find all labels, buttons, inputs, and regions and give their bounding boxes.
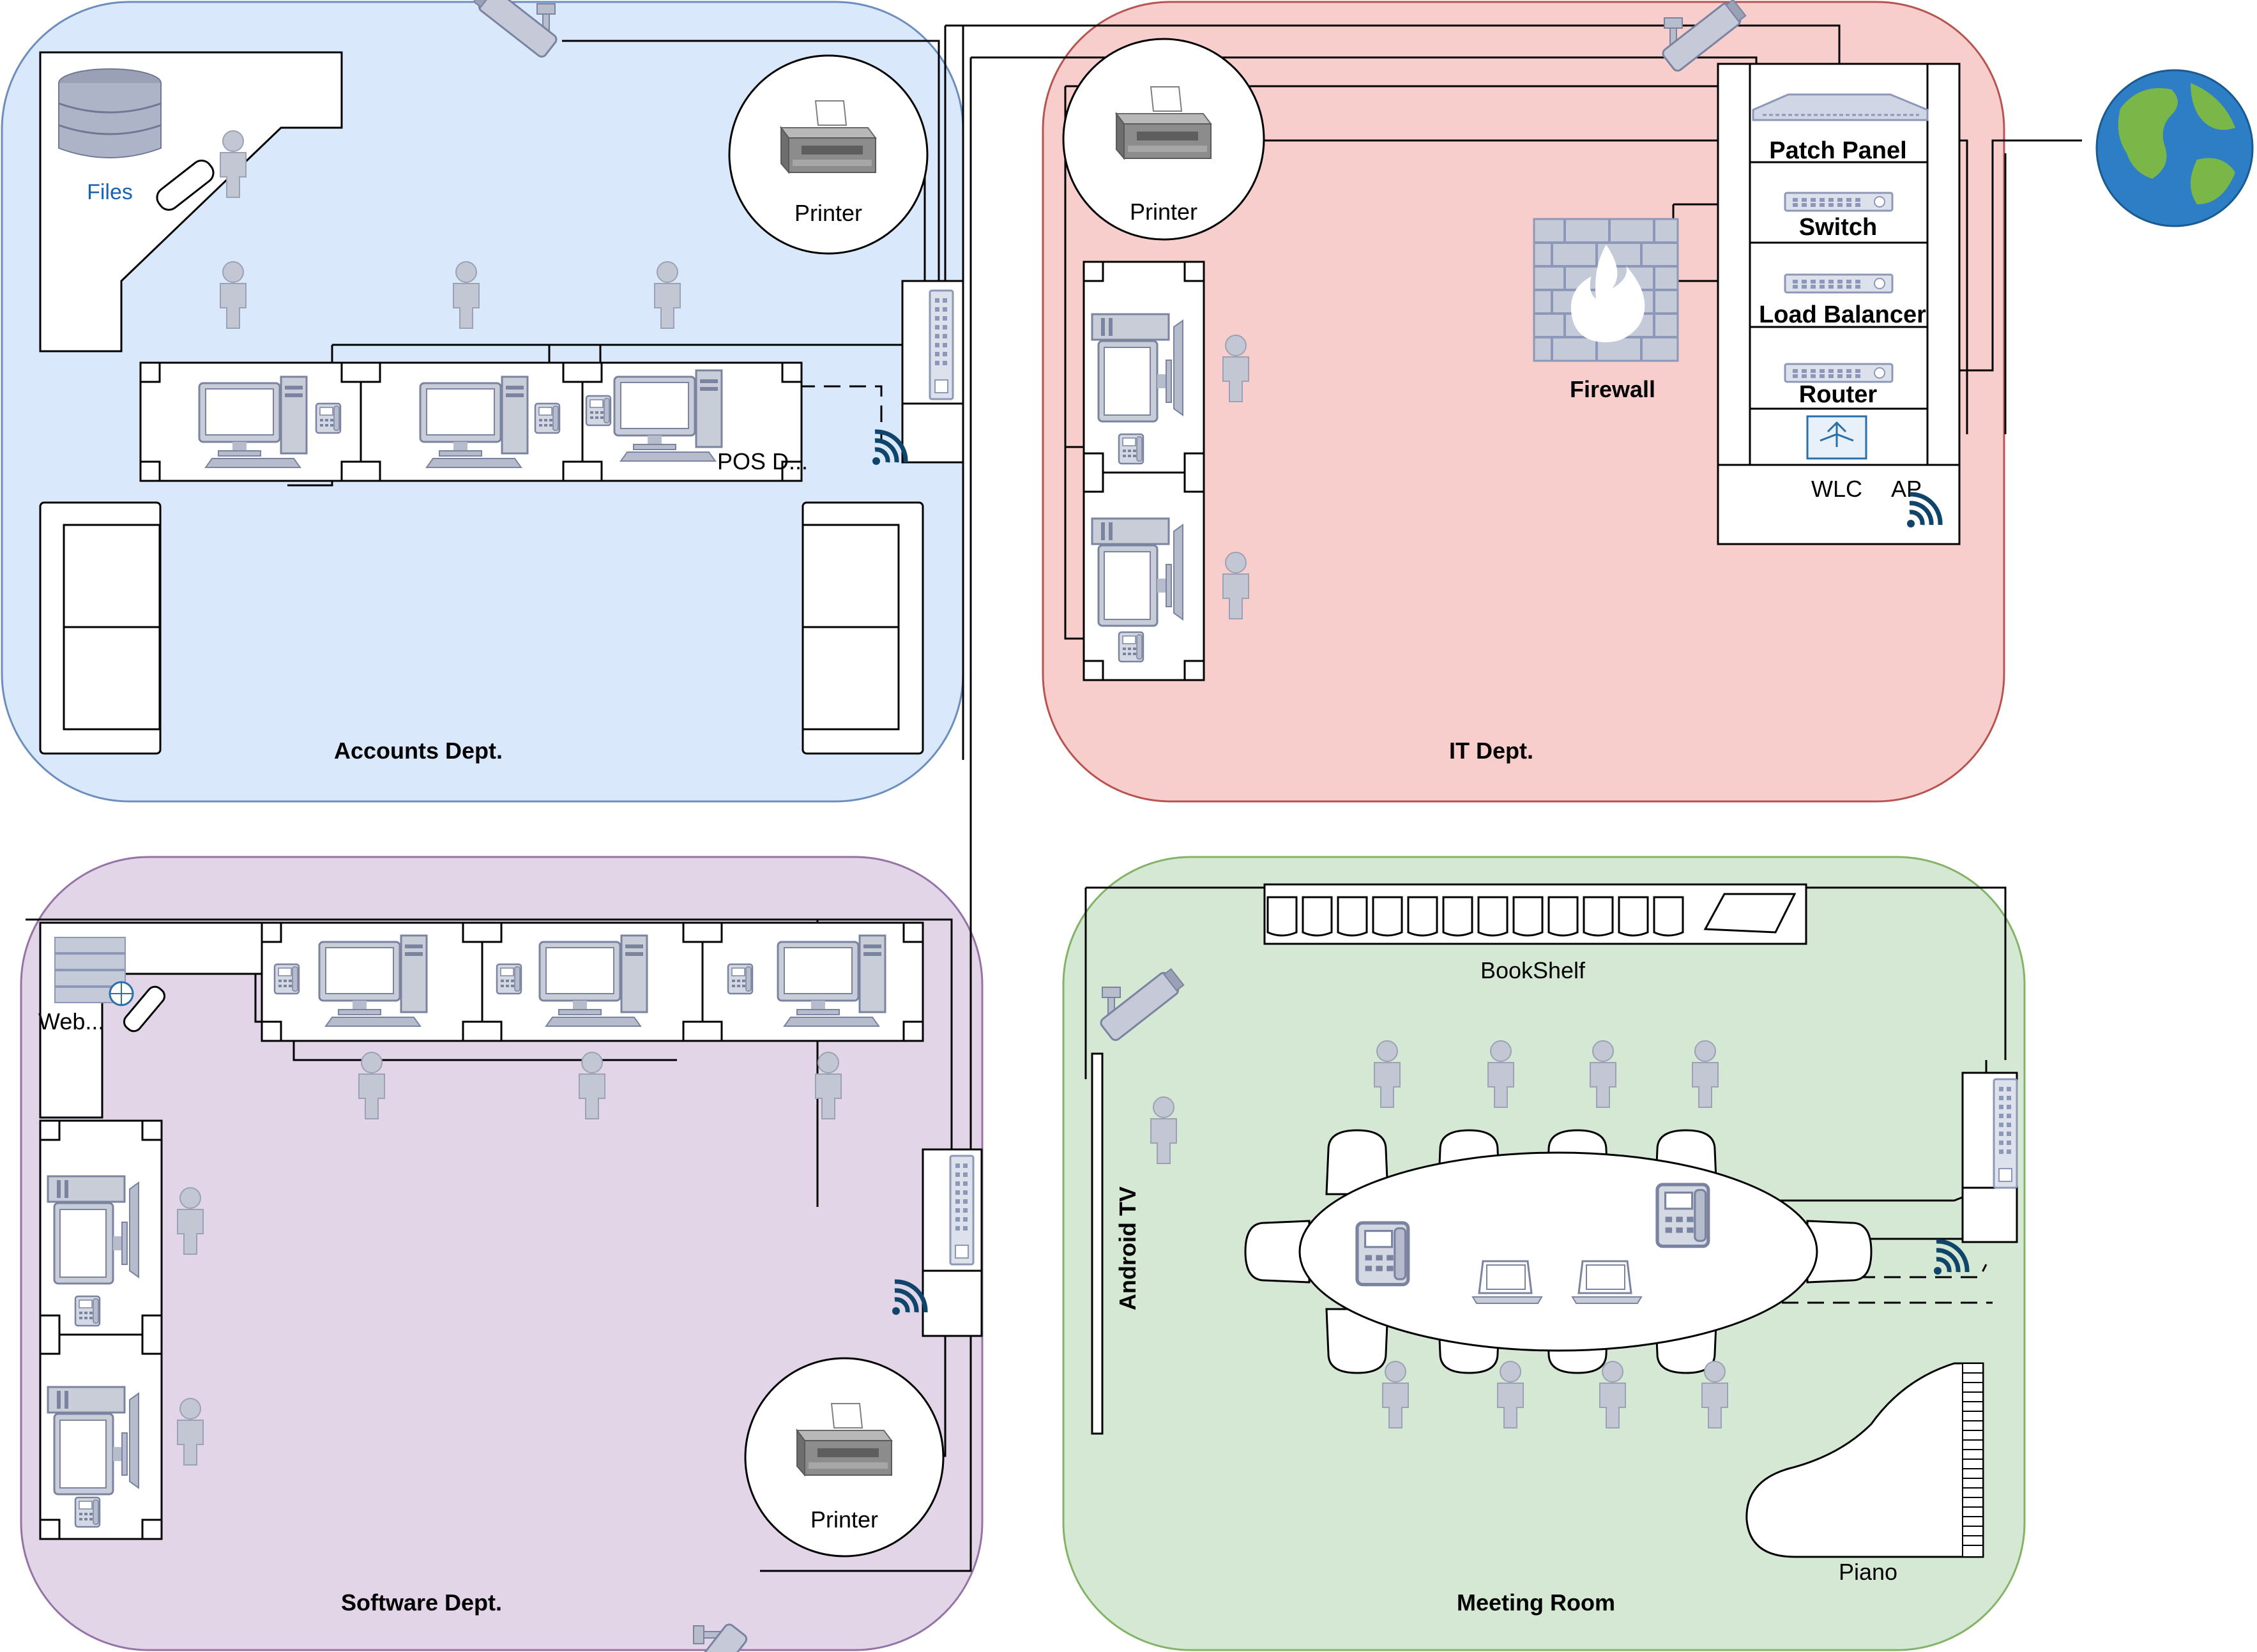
globe-icon	[2095, 69, 2254, 227]
ip-phone-icon	[534, 402, 561, 434]
ip-phone-icon	[1657, 1185, 1708, 1247]
wlc-label: WLC	[1811, 476, 1862, 502]
office-chair-icon	[123, 985, 166, 1033]
piano	[1745, 1362, 1984, 1558]
network-switch-icon	[1993, 1078, 2018, 1189]
ip-phone-icon	[727, 963, 754, 995]
patch-panel-icon	[1752, 93, 1929, 121]
office-chair-icon	[156, 159, 215, 211]
router-icon	[1784, 363, 1894, 383]
wlc-icon	[1806, 415, 1867, 460]
switch-icon	[1784, 192, 1894, 212]
switch-label: Switch	[1799, 214, 1877, 241]
bookshelf-label: BookShelf	[1480, 957, 1586, 983]
files-label: Files	[87, 180, 133, 204]
it-printer-label: Printer	[1130, 199, 1197, 225]
software-printer	[744, 1357, 945, 1557]
pos-label: POS D...	[717, 448, 808, 474]
accounts-printer-label: Printer	[794, 200, 862, 226]
network-switch-icon	[929, 289, 954, 400]
piano-label: Piano	[1839, 1559, 1897, 1585]
firewall-label: Firewall	[1570, 376, 1655, 402]
ip-phone-icon	[585, 395, 612, 427]
patch-panel-label: Patch Panel	[1769, 137, 1906, 164]
web-server-label: Web...	[38, 1008, 104, 1034]
load-balancer-label: Load Balancer	[1759, 301, 1926, 328]
it-printer	[1062, 38, 1265, 241]
ip-phone-icon	[496, 963, 522, 995]
ip-phone-icon	[315, 402, 342, 434]
ip-phone-icon	[1118, 631, 1144, 663]
software-printer-label: Printer	[810, 1506, 878, 1533]
ip-phone-icon	[74, 1496, 101, 1528]
it-room-label: IT Dept.	[1449, 738, 1533, 764]
server-rack	[1717, 63, 1961, 545]
software-room-label: Software Dept.	[341, 1589, 502, 1616]
accounts-room-label: Accounts Dept.	[334, 738, 503, 764]
ip-phone-icon	[74, 1295, 101, 1327]
meeting-room-label: Meeting Room	[1457, 1589, 1615, 1616]
bookshelf	[1263, 883, 1807, 945]
load-balancer-icon	[1784, 273, 1894, 294]
ap-label: AP	[1891, 476, 1922, 502]
ip-phone-icon	[1357, 1223, 1408, 1285]
network-switch-icon	[949, 1155, 975, 1266]
ip-phone-icon	[1118, 433, 1144, 465]
web-server-icon	[54, 937, 134, 1006]
android-tv-label: Android TV	[1114, 1186, 1141, 1310]
database-icon	[58, 68, 162, 158]
accounts-printer	[728, 54, 929, 255]
router-label: Router	[1799, 381, 1878, 408]
firewall-icon	[1533, 218, 1679, 362]
android-tv	[1091, 1052, 1104, 1435]
sofa-right	[802, 501, 924, 755]
sofa-left	[39, 501, 162, 755]
ip-phone-icon	[273, 963, 300, 995]
